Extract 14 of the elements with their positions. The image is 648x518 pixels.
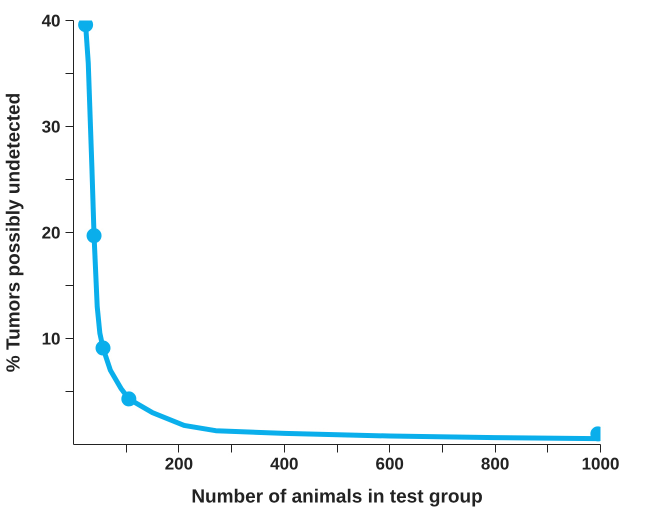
y-tick-label: 10 [42, 330, 61, 348]
x-tick-label: 600 [376, 454, 404, 474]
x-tick-label: 200 [164, 454, 194, 474]
y-tick-label: 30 [42, 118, 61, 136]
y-tick-label: 20 [42, 224, 61, 242]
point [86, 228, 102, 244]
point [121, 391, 136, 406]
y-tick-label: 40 [42, 12, 61, 30]
x-tick-label: 800 [480, 454, 510, 474]
x-tick-label: 1000 [582, 454, 620, 474]
x-axis-title: Number of animals in test group [191, 486, 483, 508]
x-tick-label: 400 [270, 454, 298, 474]
y-axis-title: % Tumors possibly undetected [4, 92, 25, 372]
point [96, 340, 111, 356]
